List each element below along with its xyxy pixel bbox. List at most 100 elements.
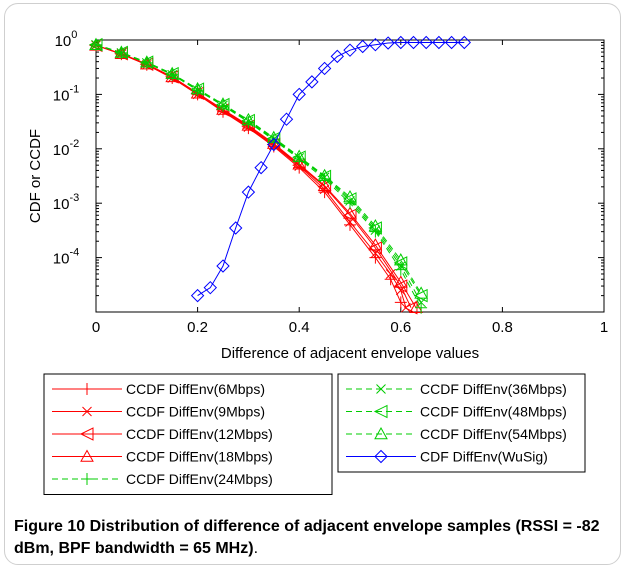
marker-diamond <box>267 137 281 152</box>
marker-triangle-left <box>266 131 281 146</box>
caption-end: . <box>253 540 259 557</box>
legend-entry: CCDF DiffEnv(18Mbps) <box>52 449 273 465</box>
series-4 <box>89 38 423 313</box>
marker-triangle-up <box>343 206 357 219</box>
x-axis-title: Difference of adjacent envelope values <box>221 345 479 362</box>
marker-x <box>218 100 228 111</box>
marker-triangle-up <box>374 426 388 440</box>
marker-triangle-up <box>393 253 408 266</box>
legend-label: CDF DiffEnv(WuSig) <box>420 449 548 465</box>
marker-triangle-up <box>114 45 129 58</box>
marker-triangle-left <box>79 427 94 441</box>
marker-diamond <box>228 221 243 235</box>
legend-entry: CCDF DiffEnv(48Mbps) <box>346 404 567 420</box>
marker-x <box>91 39 101 50</box>
marker-plus <box>415 301 428 314</box>
x-tick-label: 0 <box>92 319 100 336</box>
marker-diamond <box>374 449 388 464</box>
marker-triangle-up <box>139 55 154 68</box>
figure-frame <box>4 3 621 565</box>
y-tick-base: 10 <box>55 33 72 50</box>
series-line <box>95 44 407 308</box>
marker-diamond <box>203 280 218 295</box>
marker-diamond <box>216 259 230 273</box>
marker-diamond <box>444 35 459 50</box>
y-tick-label: 100 <box>55 29 78 50</box>
marker-plus <box>81 383 93 395</box>
figure-caption: Figure 10 Distribution of difference of … <box>14 516 610 560</box>
marker-triangle-left <box>139 55 154 70</box>
legend-label: CCDF DiffEnv(48Mbps) <box>420 404 567 420</box>
y-tick-label: 10-2 <box>53 138 79 159</box>
series-line <box>95 44 422 294</box>
legend-entry: CCDF DiffEnv(12Mbps) <box>52 426 273 442</box>
marker-triangle-left <box>241 113 255 128</box>
marker-triangle-up <box>343 189 357 203</box>
marker-diamond <box>368 37 383 52</box>
marker-triangle-up <box>368 238 383 251</box>
marker-diamond <box>419 35 433 50</box>
legend-entry: CCDF DiffEnv(9Mbps) <box>52 404 265 420</box>
legend-entry: CCDF DiffEnv(24Mbps) <box>52 471 273 487</box>
series-line <box>95 44 412 308</box>
legend-entry: CCDF DiffEnv(36Mbps) <box>346 381 567 397</box>
marker-diamond <box>355 39 370 54</box>
y-tick-base: 10 <box>53 196 70 213</box>
marker-diamond <box>381 36 395 50</box>
marker-triangle-left <box>190 82 205 96</box>
marker-plus <box>344 218 356 231</box>
y-tick-label: 10-1 <box>53 83 79 104</box>
marker-triangle-left <box>393 256 408 270</box>
marker-diamond <box>457 35 472 50</box>
marker-diamond <box>394 35 408 50</box>
y-tick-base: 10 <box>53 142 70 159</box>
marker-triangle-up <box>317 178 332 191</box>
series-3 <box>88 38 418 315</box>
marker-triangle-left <box>165 66 179 81</box>
y-tick-label: 10-3 <box>53 192 79 213</box>
legend-label: CCDF DiffEnv(18Mbps) <box>126 449 273 465</box>
marker-triangle-up <box>241 112 256 126</box>
series-line <box>95 44 422 296</box>
series-line <box>95 44 422 303</box>
legend-label: CCDF DiffEnv(9Mbps) <box>126 404 265 420</box>
marker-triangle-up <box>165 66 180 80</box>
marker-x <box>82 406 92 417</box>
y-tick-label: 10-4 <box>53 247 79 268</box>
marker-triangle-left <box>114 45 128 60</box>
x-tick-label: 0.6 <box>390 319 411 336</box>
x-tick-label: 0.4 <box>289 319 310 336</box>
series-5 <box>90 38 428 314</box>
legend-label: CCDF DiffEnv(6Mbps) <box>126 381 265 397</box>
marker-triangle-up <box>266 130 281 143</box>
marker-diamond <box>254 160 268 175</box>
caption-label: Figure 10 <box>14 518 86 535</box>
y-tick-base: 10 <box>53 87 70 104</box>
series-1 <box>90 39 407 309</box>
marker-x <box>416 297 426 308</box>
y-tick-base: 10 <box>53 251 70 268</box>
legend-entry: CDF DiffEnv(WuSig) <box>346 449 548 465</box>
marker-x <box>141 58 152 68</box>
series-8 <box>89 37 428 299</box>
plot-area <box>95 39 605 313</box>
marker-diamond <box>343 43 357 57</box>
marker-diamond <box>317 61 332 76</box>
marker-triangle-up <box>190 81 205 95</box>
series-line <box>95 44 422 308</box>
y-tick-exponent: -1 <box>69 83 79 95</box>
legend-entry: CCDF DiffEnv(6Mbps) <box>52 381 265 397</box>
legend-entry: CCDF DiffEnv(54Mbps) <box>346 426 567 442</box>
marker-triangle-up <box>292 149 307 162</box>
marker-x <box>370 225 381 235</box>
marker-diamond <box>406 35 421 50</box>
series-9 <box>190 35 472 303</box>
y-axis-title: CDF or CCDF <box>27 129 44 223</box>
y-tick-exponent: -2 <box>69 138 79 150</box>
series-line <box>95 44 402 303</box>
marker-x <box>385 269 396 279</box>
y-tick-exponent: 0 <box>71 29 77 41</box>
marker-triangle-up <box>89 37 103 50</box>
marker-triangle-left <box>373 404 388 419</box>
marker-triangle-up <box>216 97 230 110</box>
